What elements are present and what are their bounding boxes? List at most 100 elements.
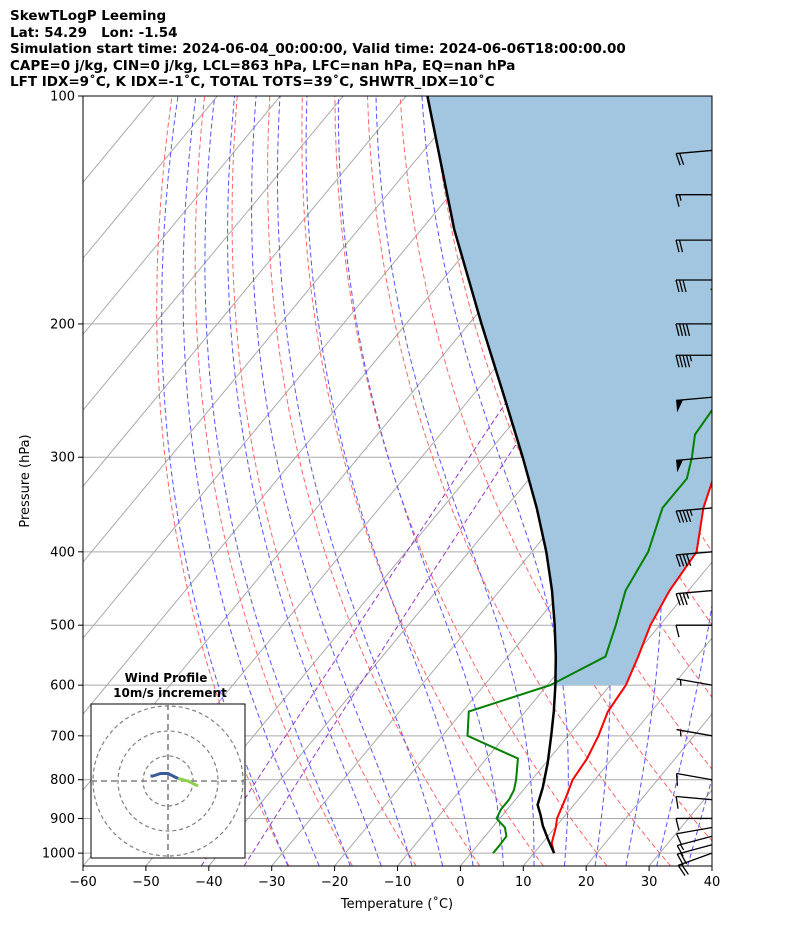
parcel-line xyxy=(426,96,558,854)
barb-staff xyxy=(676,795,713,801)
y-tick-label: 300 xyxy=(50,451,75,466)
isotherm xyxy=(711,865,712,866)
isotherm xyxy=(83,96,407,487)
location-line: Lat: 54.29 Lon: -1.54 xyxy=(10,24,178,41)
x-tick-label: 0 xyxy=(456,875,464,890)
dry-adiabat xyxy=(759,96,794,866)
hodograph-ring xyxy=(117,730,219,832)
dry-adiabat xyxy=(334,96,608,866)
barb-full xyxy=(680,852,688,865)
wind-barb xyxy=(676,678,713,686)
barb-half xyxy=(680,844,685,851)
y-tick-label: 1000 xyxy=(42,847,75,862)
hodograph-inset xyxy=(90,703,246,859)
dry-adiabat xyxy=(156,96,290,866)
wind-barb xyxy=(676,835,713,857)
moist-adiabat xyxy=(161,96,289,866)
barb-full xyxy=(675,239,680,253)
isotherm xyxy=(775,96,794,866)
barb-staff xyxy=(676,551,713,556)
barb-staff xyxy=(676,678,713,686)
x-tick-label: −10 xyxy=(384,875,411,890)
barb-staff xyxy=(676,772,713,781)
y-tick-label: 900 xyxy=(50,812,75,827)
barb-full xyxy=(675,833,683,846)
barb-full xyxy=(682,355,687,368)
barb-full xyxy=(675,355,680,368)
barb-full xyxy=(675,510,681,523)
x-axis-label: Temperature (˚C) xyxy=(340,896,453,912)
isotherm xyxy=(208,257,712,866)
x-tick-label: 40 xyxy=(704,875,721,890)
barb-full xyxy=(675,153,681,166)
isotherm xyxy=(460,561,712,866)
wind-barbs xyxy=(675,149,713,877)
indices-line-1: CAPE=0 j/kg, CIN=0 j/kg, LCL=863 hPa, LF… xyxy=(10,57,516,74)
wind-barb xyxy=(675,194,712,207)
barb-full xyxy=(675,593,681,606)
x-tick-label: −30 xyxy=(258,875,285,890)
barb-full xyxy=(685,509,692,523)
dry-adiabat xyxy=(367,96,671,866)
barb-full xyxy=(679,593,685,606)
axes: −60 −50 −40 −30 −20 −10 0 10 20 30 40 1000 900 800 700… xyxy=(42,90,720,891)
y-tick-label: 600 xyxy=(50,679,75,694)
moist-adiabat xyxy=(277,96,444,866)
indices-line-2: LFT IDX=9˚C, K IDX=-1˚C, TOTAL TOTS=39˚C… xyxy=(10,74,495,90)
moist-adiabat xyxy=(719,96,794,866)
y-tick-label: 800 xyxy=(50,773,75,788)
x-tick-label: −20 xyxy=(321,875,348,890)
barb-full xyxy=(675,773,679,786)
barb-full xyxy=(678,279,684,293)
barb-full xyxy=(679,510,685,523)
y-tick-label: 500 xyxy=(50,619,75,634)
barb-full xyxy=(675,796,679,809)
wind-barb xyxy=(675,795,713,809)
dry-adiabat xyxy=(301,96,544,866)
moist-adiabat xyxy=(652,96,712,866)
wind-barb xyxy=(676,844,713,866)
cape-cin-shading xyxy=(427,96,712,686)
dry-adiabat xyxy=(194,96,353,866)
barb-full xyxy=(685,553,692,566)
barb-full xyxy=(685,355,691,368)
chart-title: SkewTLogP Leeming xyxy=(10,8,167,24)
moist-adiabat xyxy=(182,96,320,866)
wind-barb xyxy=(675,507,713,523)
x-tick-label: 30 xyxy=(641,875,658,890)
hodograph-subtitle: 10m/s increment xyxy=(113,686,227,700)
isotherm xyxy=(83,96,281,336)
isotherm xyxy=(397,485,712,866)
isotherm xyxy=(585,713,712,866)
isotherm xyxy=(522,637,712,866)
mixing-ratio-line xyxy=(200,96,712,866)
moist-adiabat xyxy=(375,96,535,866)
wind-barb xyxy=(675,772,713,786)
profile-lines xyxy=(426,96,712,854)
barb-full xyxy=(678,355,684,368)
barb-full xyxy=(675,818,680,831)
wind-barb xyxy=(676,456,713,473)
wind-barb xyxy=(675,624,712,638)
barb-half xyxy=(689,355,693,362)
isotherm xyxy=(83,96,470,563)
hodograph-title: Wind Profile xyxy=(125,671,208,685)
wind-barb xyxy=(675,551,713,567)
barb-full xyxy=(679,153,685,166)
barb-full xyxy=(682,510,688,523)
barb-staff xyxy=(676,589,713,595)
barb-half xyxy=(678,194,682,201)
barb-full xyxy=(682,279,687,293)
x-tick-label: 10 xyxy=(515,875,532,890)
barb-flag xyxy=(676,459,684,473)
isotherm xyxy=(83,96,218,260)
dewpoint-line xyxy=(466,287,712,854)
barb-full xyxy=(676,845,684,857)
barb-full xyxy=(682,592,688,605)
barb-full xyxy=(676,853,684,866)
moist-adiabat xyxy=(227,96,382,866)
barb-full xyxy=(682,554,688,567)
y-tick-label: 200 xyxy=(50,317,75,332)
barb-staff xyxy=(677,844,713,855)
barb-full xyxy=(685,323,691,337)
